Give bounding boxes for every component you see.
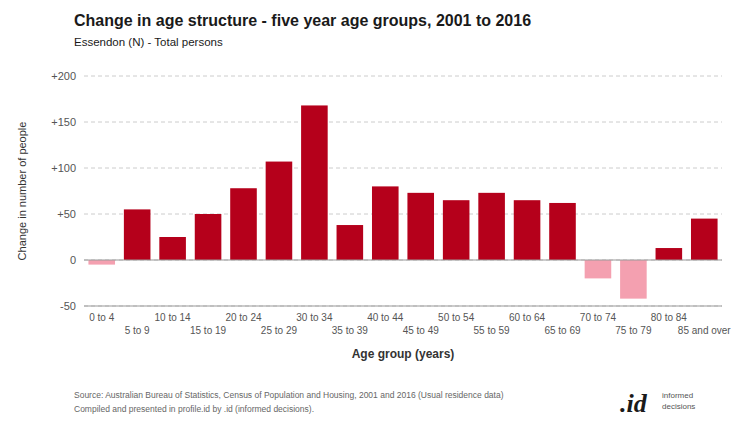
- logo-caption: informed decisions: [662, 391, 695, 411]
- x-tick-label: 20 to 24: [225, 312, 262, 323]
- chart: Change in age structure - five year age …: [0, 0, 740, 440]
- bar: [195, 214, 222, 260]
- x-tick-label: 65 to 69: [544, 325, 581, 336]
- logo-caption-line: decisions: [662, 402, 695, 411]
- x-tick-label: 0 to 4: [89, 312, 114, 323]
- y-tick-label: +100: [51, 162, 76, 174]
- bars: [88, 105, 717, 298]
- bar: [691, 219, 718, 260]
- y-ticks: -50 0 +50 +100 +150 +200: [51, 70, 76, 312]
- grid-line: [84, 168, 722, 169]
- x-tick-label: 60 to 64: [509, 312, 546, 323]
- x-tick-label: 70 to 74: [580, 312, 617, 323]
- bar: [656, 248, 683, 260]
- x-tick-label: 45 to 49: [403, 325, 440, 336]
- x-tick-label: 5 to 9: [125, 325, 150, 336]
- grid-line: [84, 122, 722, 123]
- x-tick-labels: 0 to 4 5 to 9 10 to 14 15 to 19 20 to 24 25 t…: [89, 312, 731, 336]
- bar: [478, 193, 505, 260]
- bar: [443, 200, 470, 260]
- logo-caption-line: informed: [662, 391, 693, 400]
- zero-line: [84, 260, 722, 261]
- y-tick-label: +200: [51, 70, 76, 82]
- bar: [549, 203, 576, 260]
- y-tick-label: -50: [60, 300, 76, 312]
- x-tick-label: 10 to 14: [155, 312, 192, 323]
- grid-line: [84, 260, 722, 261]
- title: Change in age structure - five year age …: [74, 12, 531, 29]
- x-tick-label: 80 to 84: [651, 312, 688, 323]
- subtitle: Essendon (N) - Total persons: [74, 36, 223, 48]
- x-tick-label: 25 to 29: [261, 325, 298, 336]
- bar: [514, 200, 541, 260]
- grid-line: [84, 214, 722, 215]
- x-tick-label: 30 to 34: [296, 312, 333, 323]
- grid: [84, 76, 722, 306]
- y-axis-label: Change in number of people: [16, 122, 28, 261]
- bar: [88, 260, 115, 265]
- source-note: Source: Australian Bureau of Statistics,…: [74, 390, 504, 400]
- x-tick-label: 35 to 39: [332, 325, 369, 336]
- bar: [159, 237, 186, 260]
- x-tick-label: 15 to 19: [190, 325, 227, 336]
- bar: [620, 260, 647, 299]
- bar: [266, 162, 293, 260]
- bar: [407, 193, 434, 260]
- source-note: Compiled and presented in profile.id by …: [74, 404, 314, 414]
- x-tick-label: 85 and over: [678, 325, 731, 336]
- y-tick-label: +50: [57, 208, 76, 220]
- bar: [337, 225, 364, 260]
- x-tick-label: 75 to 79: [615, 325, 652, 336]
- bar: [301, 105, 328, 260]
- x-tick-label: 55 to 59: [474, 325, 511, 336]
- logo: .id: [620, 389, 648, 418]
- bar: [372, 186, 399, 260]
- x-tick-label: 40 to 44: [367, 312, 404, 323]
- x-axis-label: Age group (years): [352, 347, 455, 361]
- x-tick-label: 50 to 54: [438, 312, 475, 323]
- y-tick-label: +150: [51, 116, 76, 128]
- grid-line: [84, 306, 722, 307]
- bar: [230, 188, 257, 260]
- bar: [124, 209, 151, 260]
- grid-line: [84, 76, 722, 77]
- chart-container: Change in age structure - five year age …: [0, 0, 740, 440]
- bar: [585, 260, 612, 278]
- y-tick-label: 0: [70, 254, 76, 266]
- x-axis-line: [84, 306, 722, 307]
